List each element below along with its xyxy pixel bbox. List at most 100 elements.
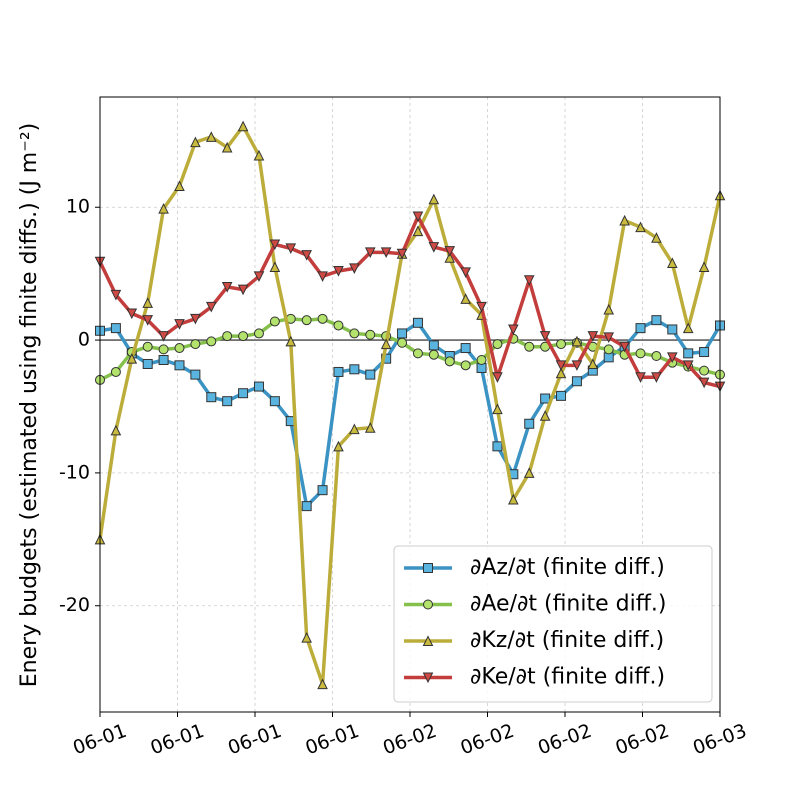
legend: ∂Az/∂t (finite diff.) ∂Ae/∂t (finite diff… [393,545,713,703]
marker [237,120,249,132]
marker [317,271,328,282]
x-tick-label: 06-01 [225,720,284,760]
marker [205,301,217,313]
marker [587,358,599,369]
marker [587,331,599,342]
marker [492,403,503,415]
y-tick-label: 10 [66,196,90,218]
marker [698,261,710,273]
marker [349,263,360,274]
marker [253,381,264,392]
marker [571,376,582,387]
marker [682,360,694,371]
marker [603,332,615,344]
marker [142,341,153,352]
x-tick-label: 06-02 [458,720,517,760]
marker [349,423,360,435]
marker [253,149,265,161]
marker [651,351,662,362]
marker [524,418,535,429]
marker [317,313,328,324]
marker [238,331,249,342]
marker [667,324,678,335]
y-tick-label: -20 [59,594,90,616]
marker [285,243,297,255]
marker [444,246,456,257]
marker [142,358,153,369]
legend-label: ∂Kz/∂t (finite diff.) [470,628,664,653]
legend-box [393,545,713,703]
marker [349,364,360,375]
marker [158,355,169,366]
legend-label: ∂Az/∂t (finite diff.) [470,555,665,580]
marker [301,501,312,512]
marker [190,136,201,148]
marker [603,344,614,355]
marker [237,284,249,296]
marker [603,303,615,315]
marker [556,390,567,401]
marker [396,248,408,260]
marker [476,355,487,366]
marker [540,393,551,404]
x-tick-label: 06-01 [148,720,207,760]
marker [206,392,217,403]
marker [221,281,233,293]
marker [412,225,424,237]
marker [222,396,233,407]
marker [460,343,471,354]
marker [422,635,434,646]
marker [460,267,471,278]
plot-frame [99,96,721,713]
x-tick-label: 06-01 [303,720,362,760]
marker [556,339,567,350]
marker [110,366,121,377]
marker [699,347,710,358]
legend-label: ∂Ke/∂t (finite diff.) [470,665,665,690]
marker [301,250,312,261]
marker [555,360,567,371]
marker [110,289,122,301]
marker [423,563,433,573]
marker [364,422,376,433]
marker [492,339,503,350]
marker [190,339,201,350]
marker [508,493,519,505]
marker [635,221,646,233]
marker [158,202,169,214]
marker [571,360,583,371]
marker [110,424,122,436]
marker [460,293,471,304]
marker [619,214,630,226]
legend-label: ∂Ae/∂t (finite diff.) [470,592,666,617]
marker [365,369,376,380]
marker [524,341,535,352]
series-line [98,214,721,389]
marker [269,239,281,251]
y-tick-label: -10 [59,461,90,483]
marker [333,440,344,452]
marker [269,396,280,407]
marker [205,131,217,142]
marker [174,360,185,371]
marker [698,377,710,389]
marker [699,365,710,376]
x-tick-label: 06-03 [690,720,749,760]
marker [683,348,694,359]
marker [380,247,392,259]
marker [539,410,551,421]
marker [269,316,280,327]
marker [110,323,121,334]
x-tick-label: 06-02 [613,720,672,760]
marker [333,320,344,331]
marker [651,315,662,326]
marker [523,467,535,478]
series-line [99,317,721,382]
marker [301,631,312,643]
marker [269,261,281,273]
marker [651,372,662,383]
marker [523,275,535,286]
marker [206,336,217,347]
marker [364,247,376,259]
